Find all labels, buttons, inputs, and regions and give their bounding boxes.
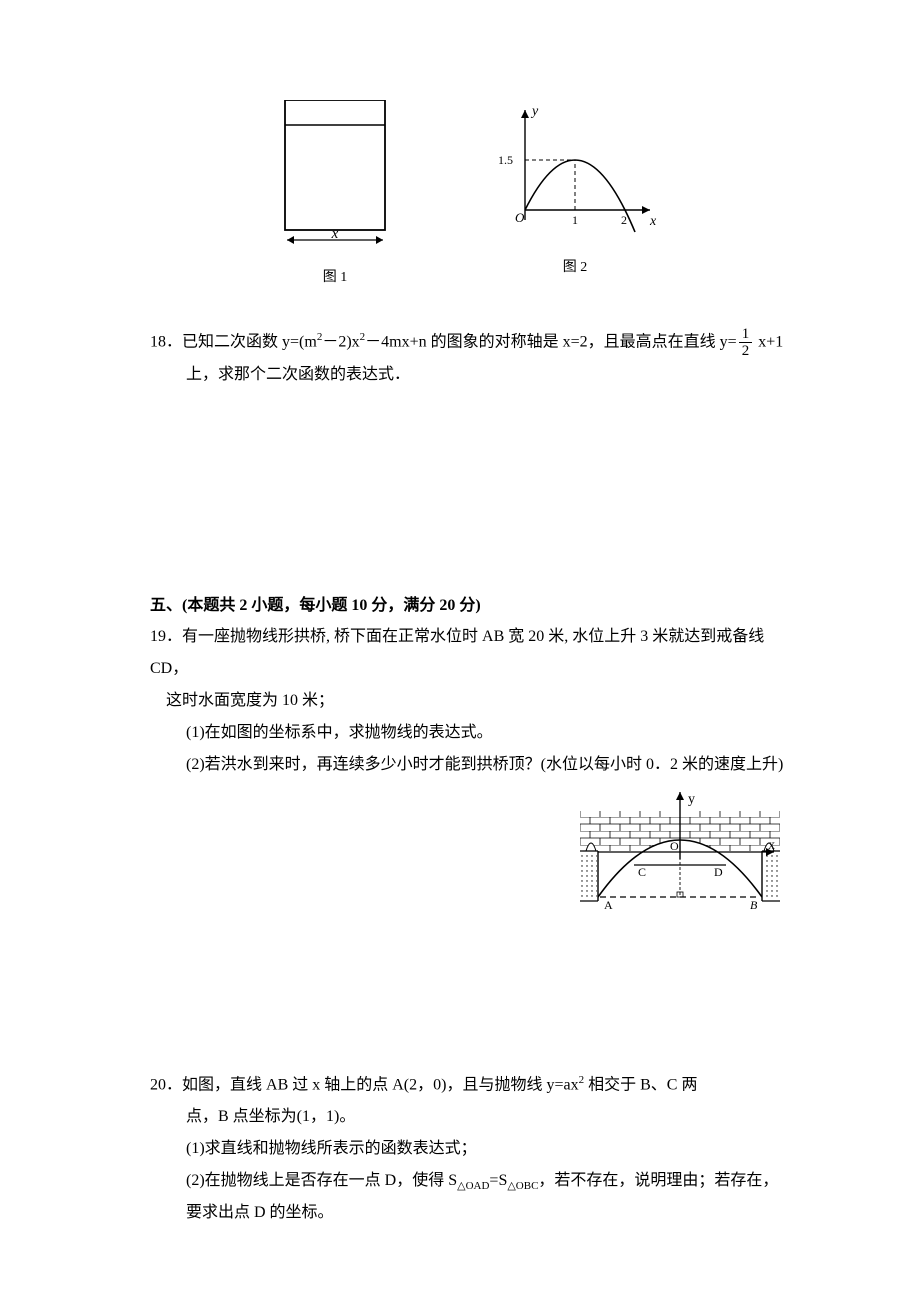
- section-5-header: 五、(本题共 2 小题，每小题 10 分，满分 20 分): [150, 591, 790, 615]
- bridge-O: O: [670, 839, 679, 853]
- figure-row: x 图 1 O x y 1: [150, 100, 790, 286]
- p20-l1b: 相交于 B、C 两: [584, 1076, 697, 1093]
- p20-q3: 要求出点 D 的坐标。: [150, 1197, 790, 1229]
- bridge-D: D: [714, 865, 723, 879]
- fig2-o-label: O: [515, 210, 525, 225]
- fig1-x-label: x: [331, 226, 339, 242]
- p19-q1: (1)在如图的坐标系中，求抛物线的表达式。: [150, 717, 790, 749]
- fig2-peak-label: 1.5: [498, 153, 513, 167]
- p18-c: －4mx+n 的图象的对称轴是 x=2，且最高点在直线 y=: [365, 333, 737, 350]
- fig2-svg: O x y 1 2 1.5: [490, 100, 660, 250]
- p19-l2: 这时水面宽度为 10 米；: [150, 685, 790, 717]
- p18-a: 已知二次函数 y=(m: [182, 333, 317, 350]
- p20-q2a: (2)在抛物线上是否存在一点 D，使得 S: [186, 1172, 457, 1189]
- p20-q2c: ，若不存在，说明理由；若存在，: [538, 1172, 778, 1189]
- figure-2: O x y 1 2 1.5 图 2: [490, 100, 660, 286]
- p19-l1: 有一座抛物线形拱桥, 桥下面在正常水位时 AB 宽 20 米, 水位上升 3 米…: [150, 628, 764, 677]
- p18-d: x+1: [754, 333, 783, 350]
- problem-18: 18．已知二次函数 y=(m2－2)x2－4mx+n 的图象的对称轴是 x=2，…: [150, 326, 790, 391]
- p18-b: －2)x: [322, 333, 359, 350]
- bridge-y-label: y: [688, 792, 695, 807]
- fig2-tick1: 1: [572, 213, 578, 227]
- fig2-root2: 2: [621, 213, 627, 227]
- fig2-x-axis-label: x: [649, 214, 657, 229]
- p20-q1: (1)求直线和抛物线所表示的函数表达式；: [150, 1133, 790, 1165]
- bridge-B: B: [750, 898, 758, 912]
- figure-1: x 图 1: [280, 100, 390, 286]
- fig1-caption: 图 1: [280, 266, 390, 286]
- p20-q2b: =S: [489, 1172, 507, 1189]
- bridge-x-label: x: [768, 838, 775, 853]
- p18-line2: 上，求那个二次函数的表达式．: [150, 359, 790, 391]
- problem-20: 20．如图，直线 AB 过 x 轴上的点 A(2，0)，且与抛物线 y=ax2 …: [150, 1069, 790, 1230]
- bridge-svg: y x O C D A B: [580, 789, 780, 929]
- p18-num: 18．: [150, 333, 182, 350]
- bridge-A: A: [604, 898, 613, 912]
- bridge-C: C: [638, 865, 646, 879]
- fig1-svg: x: [280, 100, 390, 260]
- p20-sub2: △OBC: [507, 1180, 538, 1192]
- bridge-figure-wrap: y x O C D A B: [150, 789, 790, 929]
- p19-q2: (2)若洪水到来时，再连续多少小时才能到拱桥顶？(水位以每小时 0．2 米的速度…: [150, 749, 790, 781]
- p20-num: 20．: [150, 1076, 182, 1093]
- p20-l1a: 如图，直线 AB 过 x 轴上的点 A(2，0)，且与抛物线 y=ax: [182, 1076, 579, 1093]
- p20-sub1: △OAD: [457, 1180, 489, 1192]
- p19-num: 19．: [150, 628, 182, 645]
- fig2-y-axis-label: y: [530, 104, 539, 119]
- p18-frac: 12: [739, 327, 753, 359]
- problem-19: 19．有一座抛物线形拱桥, 桥下面在正常水位时 AB 宽 20 米, 水位上升 …: [150, 621, 790, 781]
- p20-l2: 点，B 点坐标为(1，1)。: [150, 1101, 790, 1133]
- fig2-caption: 图 2: [490, 256, 660, 276]
